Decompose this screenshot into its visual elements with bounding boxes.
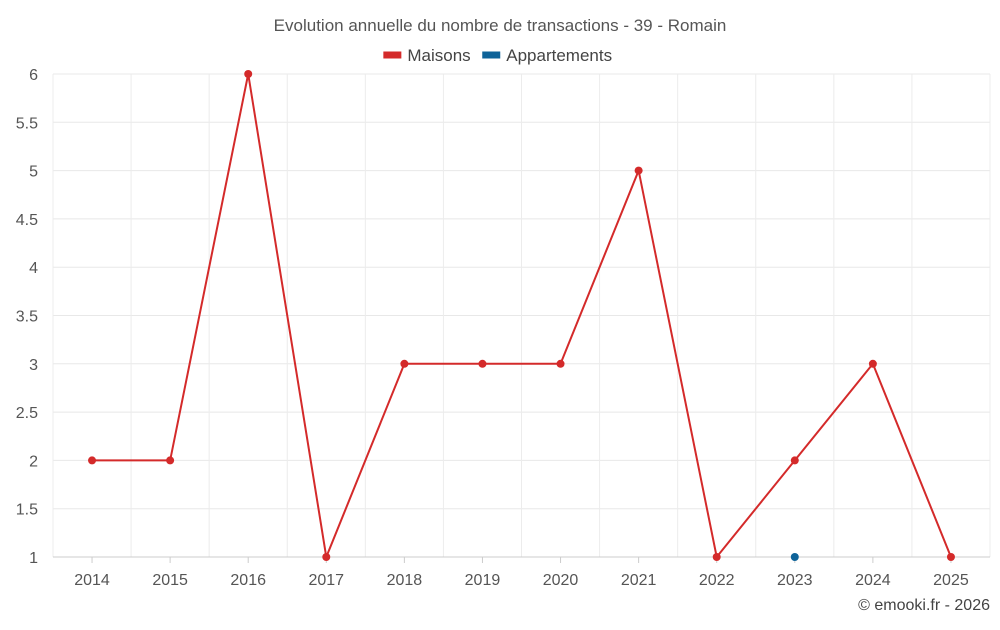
y-tick-label: 1.5 <box>16 502 38 519</box>
footer-credit: © emooki.fr - 2026 <box>858 597 990 614</box>
chart-title: Evolution annuelle du nombre de transact… <box>274 16 727 35</box>
data-point-maisons <box>946 553 955 561</box>
y-tick-label: 5 <box>29 164 38 181</box>
y-tick-label: 2 <box>29 453 38 470</box>
y-tick-label: 6 <box>29 67 38 84</box>
data-point-maisons <box>712 553 721 561</box>
data-point-maisons <box>556 359 565 368</box>
legend-label-appartements: Appartements <box>506 46 612 65</box>
x-tick-label: 2023 <box>777 572 813 589</box>
y-tick-labels: 1 1.5 2 2.5 3 3.5 4 4.5 5 5.5 6 <box>16 67 38 567</box>
legend: Maisons Appartements <box>383 46 612 65</box>
data-point-maisons <box>790 456 799 465</box>
y-tick-label: 4.5 <box>16 212 38 229</box>
data-point-maisons <box>166 456 175 465</box>
data-point-maisons <box>478 359 487 368</box>
y-tick-label: 1 <box>29 550 38 567</box>
x-tick-label: 2015 <box>152 572 188 589</box>
axes <box>53 556 990 563</box>
series-line-maisons <box>92 73 952 561</box>
x-tick-label: 2021 <box>621 572 657 589</box>
grid-lines <box>52 73 991 558</box>
legend-swatch-appartements <box>482 51 501 59</box>
data-point-maisons <box>634 166 643 175</box>
x-tick-label: 2024 <box>855 572 891 589</box>
x-tick-label: 2018 <box>387 572 423 589</box>
data-point-maisons <box>322 553 331 561</box>
data-point-maisons <box>244 70 253 78</box>
x-tick-label: 2014 <box>74 572 110 589</box>
legend-label-maisons: Maisons <box>407 46 470 65</box>
data-point-maisons <box>400 359 409 368</box>
y-tick-label: 5.5 <box>16 115 38 132</box>
x-tick-label: 2025 <box>933 572 969 589</box>
data-point-maisons <box>88 456 97 465</box>
series <box>88 70 955 561</box>
data-point-appartements <box>790 553 799 561</box>
x-tick-label: 2019 <box>465 572 501 589</box>
y-tick-label: 3 <box>29 357 38 374</box>
x-tick-label: 2020 <box>543 572 579 589</box>
y-tick-label: 3.5 <box>16 309 38 326</box>
x-tick-label: 2016 <box>230 572 266 589</box>
data-point-maisons <box>868 359 877 368</box>
x-tick-label: 2022 <box>699 572 735 589</box>
x-tick-labels: 2014 2015 2016 2017 2018 2019 2020 2021 2022 2023… <box>74 572 969 589</box>
y-tick-label: 4 <box>29 260 38 277</box>
y-tick-label: 2.5 <box>16 405 38 422</box>
legend-swatch-maisons <box>383 51 402 59</box>
x-tick-label: 2017 <box>308 572 344 589</box>
